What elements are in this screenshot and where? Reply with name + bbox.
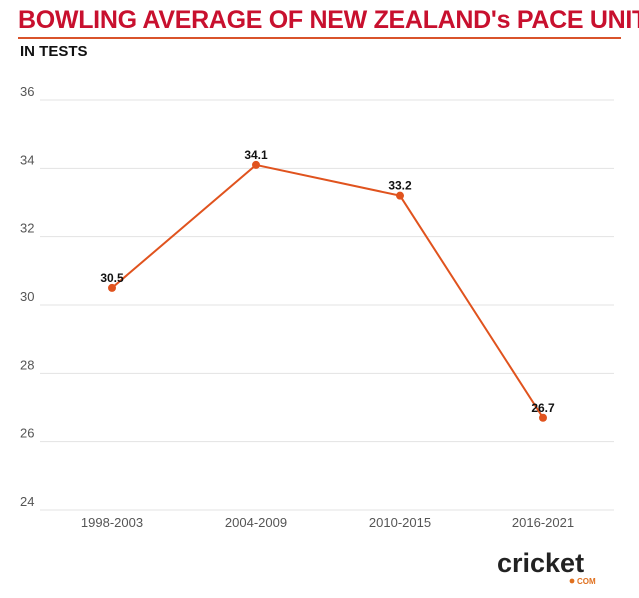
y-axis-ticks: 24 26 28 30 32 34 36 — [20, 84, 34, 509]
data-points — [108, 160, 547, 422]
gridlines — [40, 99, 614, 511]
series-line-path — [111, 163, 544, 419]
y-tick-label: 30 — [20, 289, 34, 304]
y-tick-label: 36 — [20, 84, 34, 99]
data-point — [539, 413, 547, 422]
y-tick-label: 28 — [20, 357, 34, 372]
x-tick-label: 2016-2021 — [512, 515, 574, 530]
title-divider — [18, 37, 621, 39]
logo-wordmark: cricket — [497, 548, 584, 578]
y-tick-label: 34 — [20, 152, 34, 167]
data-point — [252, 160, 260, 169]
chart-subtitle: IN TESTS — [20, 43, 88, 60]
data-label: 26.7 — [531, 401, 555, 415]
line-chart: 24 26 28 30 32 34 36 1998-2003 2004-2009 2010-20… — [20, 84, 614, 530]
data-point — [396, 191, 404, 200]
logo-dot — [569, 578, 575, 584]
x-tick-label: 1998-2003 — [81, 515, 143, 530]
data-labels: 30.5 34.1 33.2 26.7 — [100, 148, 555, 415]
y-tick-label: 26 — [20, 426, 34, 441]
data-label: 30.5 — [100, 271, 124, 285]
data-label: 33.2 — [388, 179, 412, 193]
y-tick-label: 24 — [20, 494, 34, 509]
x-tick-label: 2010-2015 — [369, 515, 431, 530]
data-label: 34.1 — [244, 148, 268, 162]
x-tick-label: 2004-2009 — [225, 515, 287, 530]
series-line — [111, 163, 544, 419]
data-point — [108, 283, 116, 292]
y-tick-label: 32 — [20, 221, 34, 236]
logo-com-text: COM — [577, 577, 596, 586]
chart-title: BOWLING AVERAGE OF NEW ZEALAND's PACE UN… — [18, 6, 639, 34]
x-axis-ticks: 1998-2003 2004-2009 2010-2015 2016-2021 — [81, 515, 574, 530]
cricket-com-logo: cricket COM — [497, 548, 596, 586]
